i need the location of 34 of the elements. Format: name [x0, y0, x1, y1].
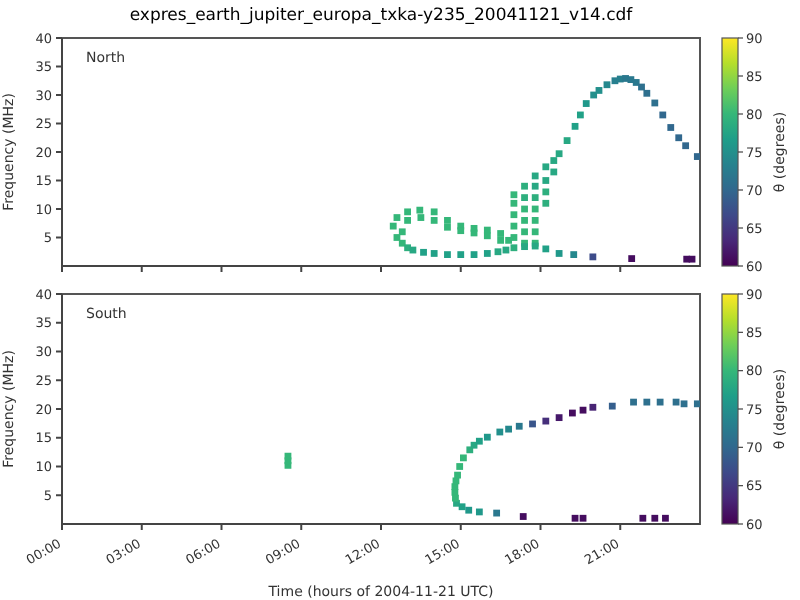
point — [542, 417, 550, 425]
point — [519, 513, 527, 520]
point — [515, 422, 523, 430]
point — [693, 400, 700, 408]
point — [475, 508, 483, 516]
point — [505, 425, 512, 433]
point — [458, 503, 466, 511]
point — [643, 398, 651, 406]
point — [284, 452, 292, 460]
point — [496, 428, 504, 436]
point — [680, 400, 688, 408]
point — [651, 514, 659, 522]
point — [662, 514, 669, 522]
point — [608, 402, 616, 410]
point — [630, 398, 637, 406]
point — [571, 514, 579, 522]
point — [579, 406, 587, 414]
point — [452, 494, 459, 502]
point — [456, 463, 464, 470]
point — [639, 514, 647, 522]
point — [454, 471, 461, 479]
point — [529, 420, 536, 428]
point — [672, 398, 680, 406]
point — [475, 437, 483, 445]
point — [493, 509, 501, 517]
chart-title: expres_earth_jupiter_europa_txka-y235_20041121_v14.cdf — [127, 6, 635, 26]
point — [579, 514, 587, 522]
point — [483, 433, 491, 441]
point — [465, 506, 473, 514]
point — [569, 409, 576, 417]
point — [460, 454, 467, 462]
point — [555, 414, 563, 422]
point — [656, 398, 664, 406]
point — [589, 403, 597, 411]
